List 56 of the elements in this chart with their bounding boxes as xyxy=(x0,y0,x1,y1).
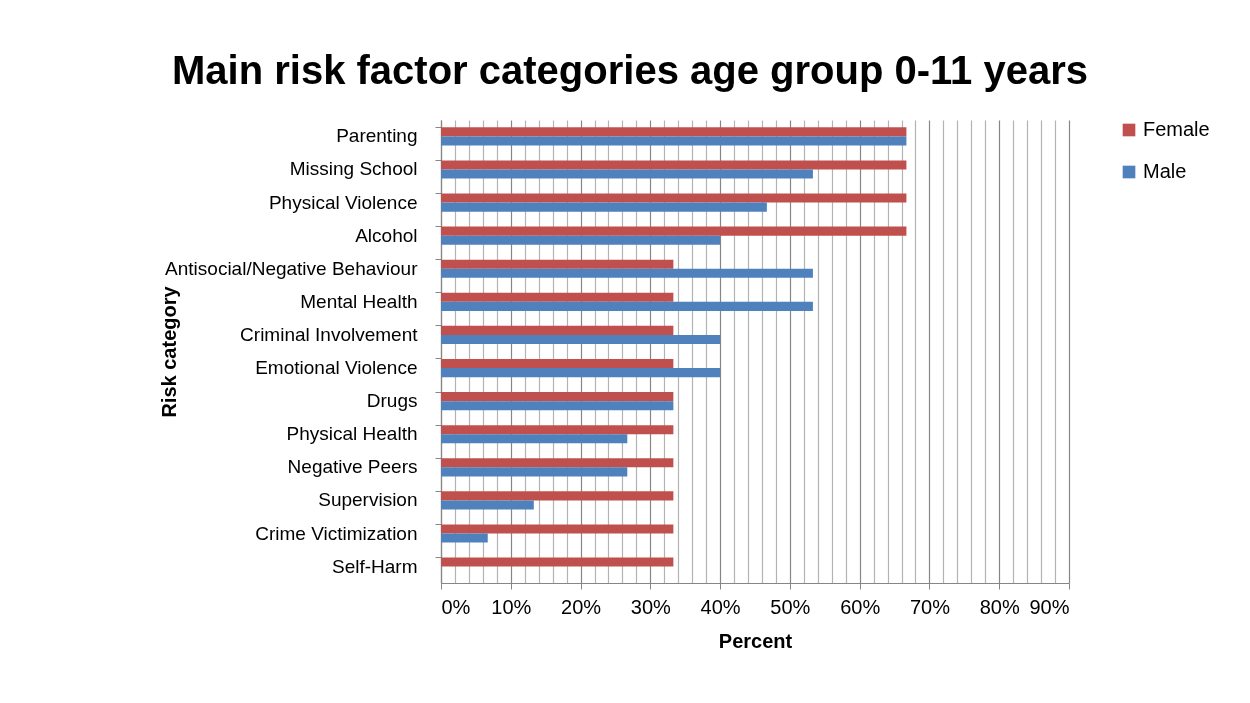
y-tick-label: Criminal Involvement xyxy=(240,323,419,345)
bar xyxy=(441,127,907,137)
y-tick-label: Supervision xyxy=(318,489,418,511)
bar xyxy=(441,301,813,311)
bar xyxy=(441,169,813,179)
bar xyxy=(441,226,907,236)
x-tick-label: 70% xyxy=(909,595,951,618)
y-tick-label: Physical Violence xyxy=(268,191,418,213)
bar xyxy=(441,401,674,411)
bar xyxy=(441,467,628,477)
bar xyxy=(441,458,674,468)
bar xyxy=(441,235,721,245)
y-tick-label: Crime Victimization xyxy=(255,522,418,544)
bar xyxy=(441,392,674,402)
bar xyxy=(441,500,534,510)
y-axis-title: Risk category xyxy=(157,285,180,418)
chart-title: Main risk factor categories age group 0-11 years xyxy=(172,48,1088,92)
x-axis-title: Percent xyxy=(718,629,793,652)
bar xyxy=(441,524,674,534)
bar xyxy=(441,557,674,567)
legend-label: Female xyxy=(1143,118,1210,140)
x-tick-label: 30% xyxy=(630,595,672,618)
bar xyxy=(441,259,674,269)
x-tick-label: 80% xyxy=(979,595,1020,618)
y-tick-label: Negative Peers xyxy=(287,456,418,478)
bar xyxy=(441,334,721,345)
y-tick-label: Parenting xyxy=(336,125,418,147)
bar xyxy=(441,491,674,501)
bar xyxy=(441,193,907,203)
x-tick-label: 10% xyxy=(491,595,532,618)
x-tick-label: 60% xyxy=(840,595,881,618)
bar xyxy=(441,325,674,335)
bar xyxy=(441,434,628,444)
x-tick-label: 90% xyxy=(1029,595,1070,618)
bar xyxy=(441,268,813,278)
legend-label: Male xyxy=(1143,160,1187,182)
bar xyxy=(441,292,674,302)
bar xyxy=(441,160,907,170)
bar xyxy=(441,358,674,369)
x-tick-label: 20% xyxy=(561,595,602,618)
y-tick-label: Antisocial/Negative Behaviour xyxy=(165,257,419,279)
y-tick-label: Emotional Violence xyxy=(255,357,418,379)
y-tick-label: Mental Health xyxy=(300,290,418,312)
bar xyxy=(441,202,767,212)
y-tick-label: Drugs xyxy=(366,390,418,412)
x-tick-label: 0% xyxy=(441,595,471,618)
y-tick-label: Self-Harm xyxy=(331,555,418,577)
y-tick-label: Missing School xyxy=(289,158,418,180)
bar xyxy=(441,368,721,378)
x-tick-label: 40% xyxy=(700,595,741,618)
bar xyxy=(441,533,488,543)
y-tick-label: Physical Health xyxy=(286,423,418,445)
y-tick-label: Alcohol xyxy=(355,224,418,246)
bar xyxy=(441,136,907,146)
bar xyxy=(441,425,674,435)
x-tick-label: 50% xyxy=(770,595,811,618)
